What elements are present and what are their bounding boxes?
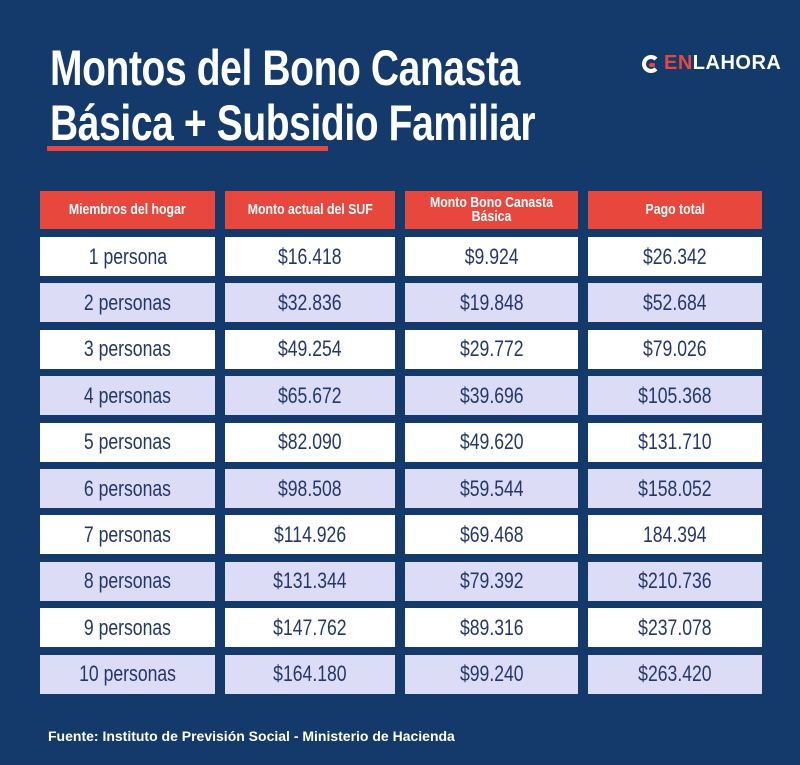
table-cell-value: 10 personas	[79, 661, 176, 687]
column-header-label: Monto Bono Canasta Básica	[430, 194, 553, 225]
table-cell-value: 4 personas	[83, 382, 172, 408]
table-cell-value: $98.508	[278, 475, 342, 501]
table-cell-value: $158.052	[638, 475, 712, 501]
table-cell: 7 personas	[40, 515, 215, 555]
title-line-2: Básica + Subsidio Familiar	[50, 95, 536, 151]
column-header-label: Miembros del hogar	[69, 201, 186, 218]
table-cell-value: $99.240	[459, 661, 524, 687]
table-cell: 9 personas	[40, 608, 215, 648]
table-cell-value: $49.620	[459, 429, 524, 455]
table-cell: $89.316	[405, 608, 578, 648]
table-cell-value: $52.684	[643, 289, 707, 315]
table-cell-value: $79.392	[459, 568, 524, 594]
table-cell: $9.924	[405, 237, 578, 276]
table-cell: $114.926	[225, 515, 395, 555]
table-cell-value: $16.418	[278, 243, 342, 269]
table-cell: $16.418	[225, 237, 395, 276]
column-header-label: Monto actual del SUF	[247, 201, 373, 218]
column-header: Miembros del hogar	[40, 191, 215, 229]
table-cell: 8 personas	[40, 561, 215, 601]
table-cell: $19.848	[405, 283, 578, 323]
table-cell-value: $210.736	[638, 568, 712, 594]
table-cell: 1 persona	[40, 237, 215, 276]
table-cell: $39.696	[405, 376, 578, 416]
table-cell: $29.772	[405, 329, 578, 369]
table-cell-value: 8 personas	[83, 568, 172, 594]
table-cell-value: $237.078	[638, 614, 712, 640]
title-underline	[47, 146, 328, 151]
column-header: Monto actual del SUF	[225, 191, 395, 229]
source-note: Fuente: Instituto de Previsión Social - …	[48, 728, 455, 744]
table-cell: $147.762	[225, 608, 395, 648]
table-cell-value: $69.468	[459, 521, 524, 547]
table-cell-value: $26.342	[643, 243, 707, 269]
column-header-label: Pago total	[645, 201, 705, 218]
table-cell-value: 6 personas	[83, 475, 172, 501]
table-cell-value: 1 persona	[88, 243, 167, 269]
logo-text-en: EN	[664, 52, 693, 74]
table-cell: $49.620	[405, 422, 578, 462]
table-cell: $65.672	[225, 376, 395, 416]
table-cell: 5 personas	[40, 422, 215, 462]
table-cell-value: 3 personas	[83, 336, 172, 362]
column-header: Pago total	[588, 191, 762, 229]
table-cell-value: $32.836	[278, 289, 342, 315]
table-cell: $79.026	[588, 329, 762, 369]
table-cell-value: 184.394	[643, 521, 707, 547]
table-cell-value: $89.316	[459, 614, 524, 640]
logo-text-lahora: LAHORA	[692, 52, 782, 74]
table-cell-value: $39.696	[459, 382, 524, 408]
table-cell-value: $82.090	[278, 429, 342, 455]
table-cell-value: $49.254	[278, 336, 342, 362]
table-cell-value: $147.762	[273, 614, 347, 640]
table-cell: 2 personas	[40, 283, 215, 323]
logo-icon	[642, 54, 660, 73]
table-cell-value: $131.344	[273, 568, 347, 594]
table-cell-value: $19.848	[459, 289, 524, 315]
table-cell-value: 7 personas	[83, 521, 172, 547]
table-cell: $26.342	[588, 237, 762, 276]
table-cell: $210.736	[588, 561, 762, 601]
table-cell: $131.344	[225, 561, 395, 601]
table-cell: $158.052	[588, 469, 762, 508]
table-cell: $98.508	[225, 469, 395, 508]
table-cell-value: $29.772	[459, 336, 524, 362]
table-cell: 6 personas	[40, 469, 215, 508]
table-cell: $32.836	[225, 283, 395, 323]
table-cell-value: $65.672	[278, 382, 342, 408]
table-cell: $131.710	[588, 422, 762, 462]
title-line-1: Montos del Bono Canasta	[50, 40, 520, 96]
table-cell: $59.544	[405, 469, 578, 508]
table-cell-value: 2 personas	[83, 289, 172, 315]
table-cell-value: $59.544	[459, 475, 524, 501]
table-cell: $82.090	[225, 422, 395, 462]
table-cell-value: $164.180	[273, 661, 347, 687]
table-cell-value: 5 personas	[83, 429, 172, 455]
enlahora-logo: EN LAHORA	[642, 52, 781, 75]
column-header: Monto Bono Canasta Básica	[405, 191, 578, 229]
table-cell: 10 personas	[40, 654, 215, 694]
table-cell: 184.394	[588, 515, 762, 555]
table-cell: $99.240	[405, 654, 578, 694]
table-cell-value: $263.420	[638, 661, 712, 687]
table-cell-value: $131.710	[638, 429, 712, 455]
table-cell-value: 9 personas	[83, 614, 172, 640]
table-cell: $69.468	[405, 515, 578, 555]
table-cell: 3 personas	[40, 329, 215, 369]
table-cell: $105.368	[588, 376, 762, 416]
table-cell-value: $79.026	[643, 336, 707, 362]
table-cell: $79.392	[405, 561, 578, 601]
table-cell: 4 personas	[40, 376, 215, 416]
table-cell: $263.420	[588, 654, 762, 694]
table-cell: $237.078	[588, 608, 762, 648]
table-cell-value: $9.924	[464, 243, 519, 269]
table-cell-value: $114.926	[273, 521, 347, 547]
table-cell: $49.254	[225, 329, 395, 369]
table-cell-value: $105.368	[638, 382, 712, 408]
table-cell: $52.684	[588, 283, 762, 323]
table-cell: $164.180	[225, 654, 395, 694]
